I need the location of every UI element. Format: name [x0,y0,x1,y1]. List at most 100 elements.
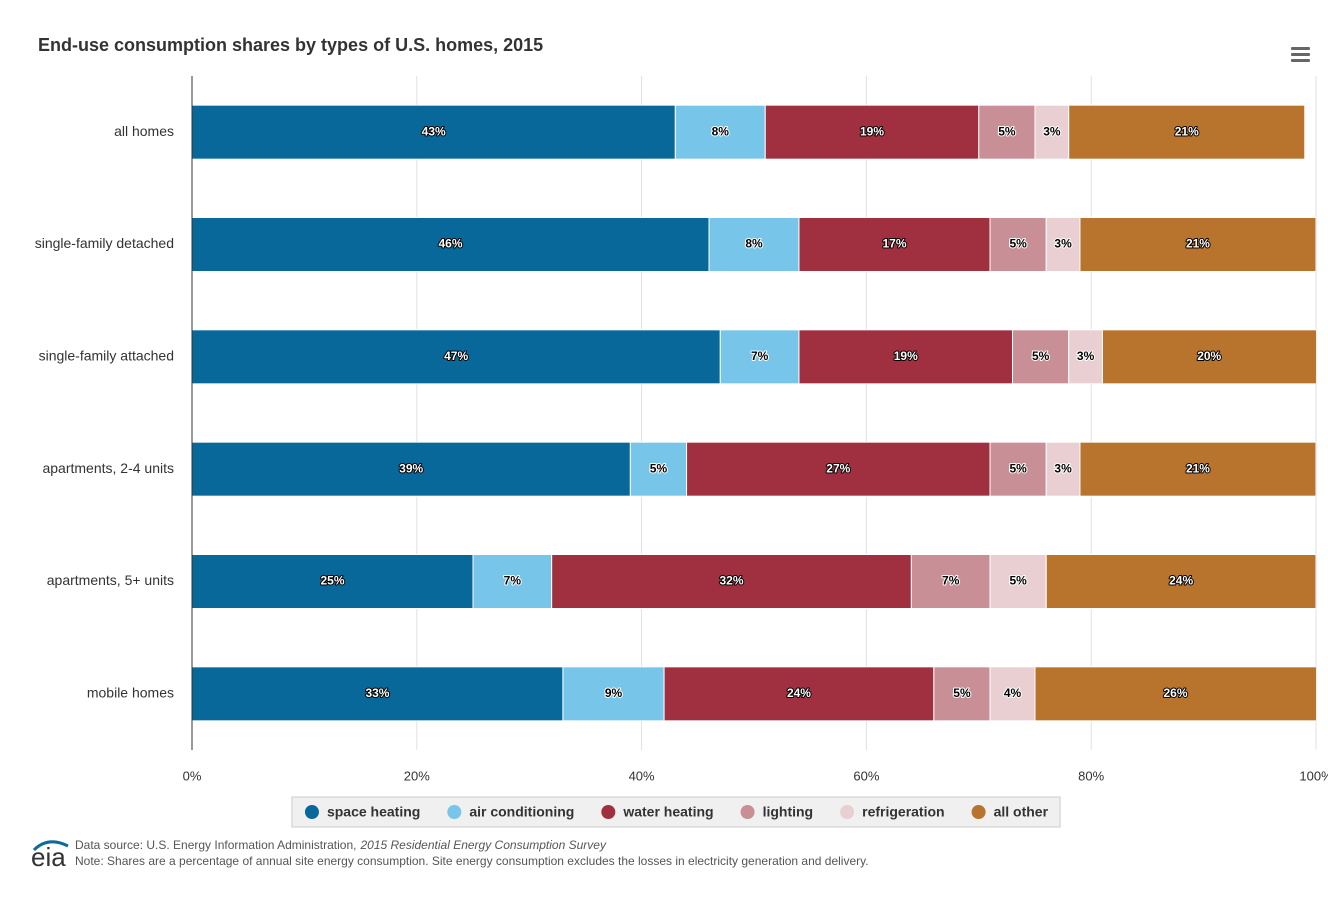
value-label: 5% [1009,574,1027,588]
value-label: 21% [1175,124,1199,138]
menu-bar [1291,59,1310,62]
menu-button[interactable] [1291,47,1310,62]
value-label: 3% [1077,349,1095,363]
bar-segment [472,554,553,609]
menu-bar [1291,53,1310,56]
value-label: 5% [953,686,971,700]
legend-marker [971,805,986,819]
value-label: 32% [720,574,744,588]
bar-segment [1034,666,1316,722]
source-prefix: Data source: U.S. Energy Information Adm… [75,838,356,852]
y-tick-label: apartments, 5+ units [47,572,174,588]
eia-logo: eia [31,840,69,872]
legend-label: water heating [622,804,713,820]
bar-segment [1045,554,1316,609]
menu-bar [1291,47,1310,50]
y-tick-label: single-family attached [39,348,174,364]
legend-box [291,796,1061,828]
bar-segment [989,554,1047,609]
value-label: 3% [1043,124,1061,138]
bar-segment [663,666,935,722]
value-label: 5% [1032,349,1050,363]
bar-segment [764,104,980,160]
bar-segment [1068,104,1306,160]
value-label: 24% [787,686,811,700]
grid [191,76,1317,750]
bar-segment [562,666,665,722]
value-label: 9% [605,686,623,700]
x-tick-label: 0% [183,768,202,783]
value-label: 43% [422,124,446,138]
legend-marker [304,805,319,819]
legend-label: air conditioning [469,804,574,820]
value-label: 3% [1054,461,1072,475]
value-label: 19% [894,349,918,363]
bar-segment [933,666,991,722]
value-label: 5% [650,461,668,475]
value-label: 8% [745,237,763,251]
value-label: 7% [751,349,769,363]
value-label: 8% [712,124,730,138]
bar-segment [1079,441,1316,497]
x-tick-label: 100% [1299,768,1328,783]
bar-segment [989,217,1047,272]
bar-segment [1101,329,1316,385]
x-tick-label: 80% [1078,768,1104,783]
value-label: 5% [1009,461,1027,475]
logo-arc [32,840,69,852]
legend-label: refrigeration [862,804,944,820]
bar-segment [192,217,710,272]
value-label: 25% [320,574,344,588]
value-label: 24% [1169,574,1193,588]
legend-label: lighting [763,804,814,820]
value-label: 26% [1163,686,1187,700]
bar-segment [910,554,991,609]
bar-segment [1034,104,1070,160]
bars: 43% 8% 19% 5% 3% 21% 46% 8% 17% 5% 3% 21% 47% 7% 19% 5%… [192,104,1316,722]
y-tick-label: apartments, 2-4 units [42,460,174,476]
bar-segment [1068,329,1103,385]
legend-label: all other [994,804,1049,820]
value-label: 33% [365,686,389,700]
legend-marker [447,805,462,819]
chart-title: End-use consumption shares by types of U… [38,35,543,55]
value-label: 20% [1197,349,1221,363]
bar-segment [1079,217,1316,272]
bar-segment [798,217,991,272]
legend-marker [840,805,855,819]
legend-marker [740,805,755,819]
source-line: Data source: U.S. Energy Information Adm… [75,838,607,852]
bar-segment [192,329,721,385]
bar-segment [629,441,688,497]
y-tick-label: all homes [114,123,174,139]
value-label: 17% [882,237,906,251]
x-tick-label: 40% [629,768,655,783]
bar-segment [192,554,474,609]
value-label: 7% [942,574,960,588]
legend-label: space heating [327,804,420,820]
bar-segment [686,441,991,497]
bar-segment [989,441,1047,497]
bar-segment [551,554,912,609]
x-tick-label: 60% [853,768,879,783]
x-tick-label: 20% [404,768,430,783]
bar-segment [989,666,1036,722]
value-label: 19% [860,124,884,138]
note: Note: Shares are a percentage of annual … [75,854,869,868]
value-label: 5% [998,124,1016,138]
bar-segment [192,666,564,722]
value-label: 21% [1186,461,1210,475]
bar-segment [978,104,1036,160]
value-label: 39% [399,461,423,475]
value-label: 4% [1004,686,1022,700]
value-label: 21% [1186,237,1210,251]
value-label: 47% [444,349,468,363]
legend: space heating air conditioning water heati… [291,796,1061,828]
y-tick-label: single-family detached [35,235,174,251]
value-label: 27% [826,461,850,475]
bar-segment [192,441,631,497]
bar-segment [798,329,1014,385]
bar-segment [708,217,800,272]
